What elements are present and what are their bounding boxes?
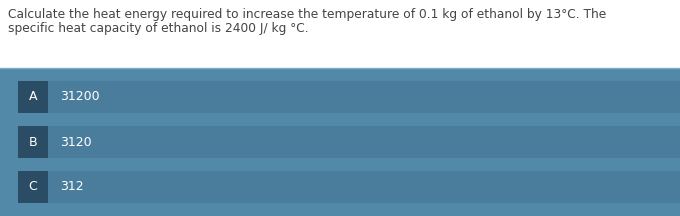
Text: C: C [29,181,37,194]
FancyBboxPatch shape [18,126,48,158]
Text: 3120: 3120 [60,135,92,149]
FancyBboxPatch shape [18,171,48,203]
FancyBboxPatch shape [18,126,680,158]
Text: Calculate the heat energy required to increase the temperature of 0.1 kg of etha: Calculate the heat energy required to in… [8,8,607,21]
Text: specific heat capacity of ethanol is 2400 J/ kg °C.: specific heat capacity of ethanol is 240… [8,22,309,35]
FancyBboxPatch shape [0,68,680,216]
FancyBboxPatch shape [18,81,48,113]
Text: B: B [29,135,37,149]
FancyBboxPatch shape [18,81,680,113]
Text: 31200: 31200 [60,91,100,103]
Text: A: A [29,91,37,103]
FancyBboxPatch shape [18,171,680,203]
Text: 312: 312 [60,181,84,194]
